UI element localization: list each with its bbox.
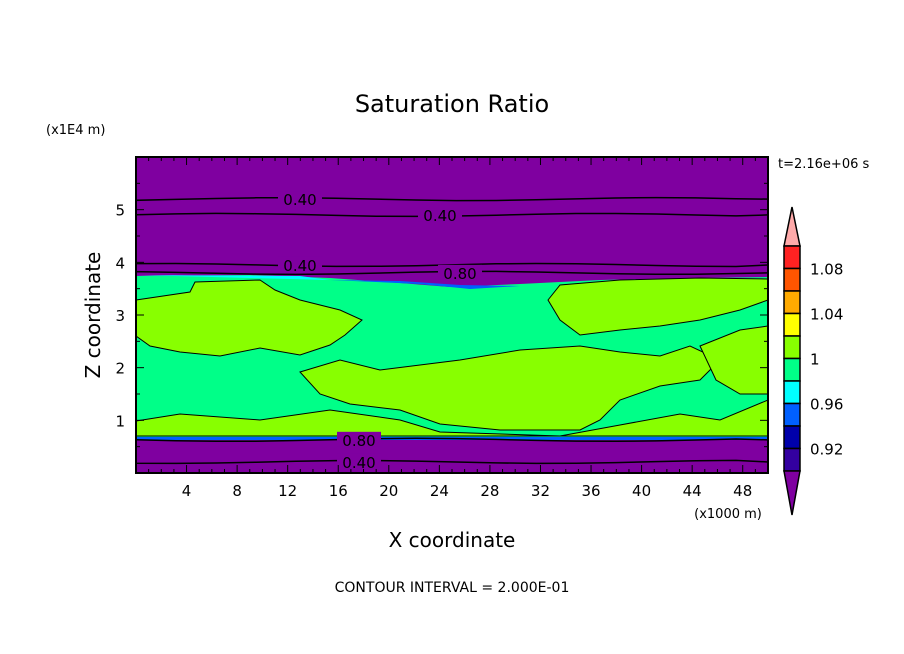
x-tick-label: 48 — [733, 482, 752, 500]
contour-line — [135, 459, 769, 465]
cyan-streak — [136, 275, 330, 280]
x-tick-label: 32 — [531, 482, 550, 500]
contour-interval-label: CONTOUR INTERVAL = 2.000E-01 — [335, 580, 570, 596]
contour-label-bg — [438, 264, 482, 280]
plot-area: 0.40 0.40 0.40 0.80 0.80 0.40 — [135, 156, 769, 474]
colorbar-swatch — [783, 335, 801, 360]
colorbar-label: 1.04 — [810, 306, 843, 324]
colorbar-swatch — [783, 245, 801, 270]
x-tick-labels: 4 8 12 16 20 24 28 32 36 40 44 48 — [182, 482, 752, 500]
x-tick-label: 16 — [329, 482, 348, 500]
colorbar-label: 1 — [810, 351, 820, 369]
colorbar-swatch — [783, 402, 801, 427]
contour-label: 0.40 — [342, 454, 375, 472]
time-label: t=2.16e+06 s — [778, 157, 870, 172]
colorbar-swatch — [783, 312, 801, 337]
colorbar-swatch — [783, 425, 801, 450]
x-units-label: (x1000 m) — [694, 507, 762, 522]
y-units-label: (x1E4 m) — [46, 123, 105, 138]
colorbar-label: 0.96 — [810, 396, 843, 414]
colorbar-swatch — [783, 290, 801, 315]
blue-streak — [330, 280, 520, 289]
x-tick-label: 44 — [683, 482, 702, 500]
x-tick-label: 36 — [581, 482, 600, 500]
contour-line — [135, 437, 769, 443]
chart-title: Saturation Ratio — [355, 90, 549, 118]
x-tick-label: 24 — [430, 482, 449, 500]
y-tick-label: 5 — [115, 202, 125, 220]
y-tick-label: 3 — [115, 307, 125, 325]
x-axis-label: X coordinate — [389, 528, 516, 552]
x-tick-label: 4 — [182, 482, 192, 500]
plot-frame — [135, 156, 769, 474]
supersaturated-regions — [135, 277, 769, 437]
contour-label-bg — [278, 191, 322, 207]
x-tick-label: 12 — [278, 482, 297, 500]
contour-label: 0.80 — [342, 432, 375, 450]
colorbar-label: 0.92 — [810, 441, 843, 459]
y-tick-label: 2 — [115, 360, 125, 378]
contour-label: 0.40 — [283, 257, 316, 275]
y-axis-label: Z coordinate — [81, 252, 105, 379]
contour-label: 0.80 — [443, 265, 476, 283]
colorbar-label: 1.08 — [810, 261, 843, 279]
contour-line — [135, 196, 769, 202]
contour-label: 0.40 — [283, 191, 316, 209]
x-tick-label: 40 — [632, 482, 651, 500]
colorbar-swatch — [783, 357, 801, 382]
y-tick-label: 4 — [115, 254, 125, 272]
x-tick-label: 28 — [480, 482, 499, 500]
contour-label-bg — [337, 453, 381, 469]
contour-line — [135, 270, 769, 276]
y-tick-labels: 1 2 3 4 5 — [115, 202, 125, 431]
colorbar-swatch — [783, 267, 801, 292]
colorbar-top-arrow — [783, 206, 801, 247]
colorbar-swatch — [783, 380, 801, 405]
colorbar-bottom-arrow — [783, 470, 801, 516]
x-tick-label: 20 — [379, 482, 398, 500]
contour-label: 0.40 — [423, 207, 456, 225]
contour-line — [135, 262, 769, 268]
contour-label-bg — [418, 206, 462, 222]
contour-label-bg — [337, 431, 381, 447]
y-tick-label: 1 — [115, 412, 125, 430]
colorbar: 1.08 1.04 1 0.96 0.92 — [783, 206, 843, 516]
contour-lines: 0.40 0.40 0.40 0.80 0.80 0.40 — [135, 191, 769, 472]
colorbar-swatch — [783, 447, 801, 472]
contour-label-bg — [278, 256, 322, 272]
x-tick-label: 8 — [232, 482, 242, 500]
